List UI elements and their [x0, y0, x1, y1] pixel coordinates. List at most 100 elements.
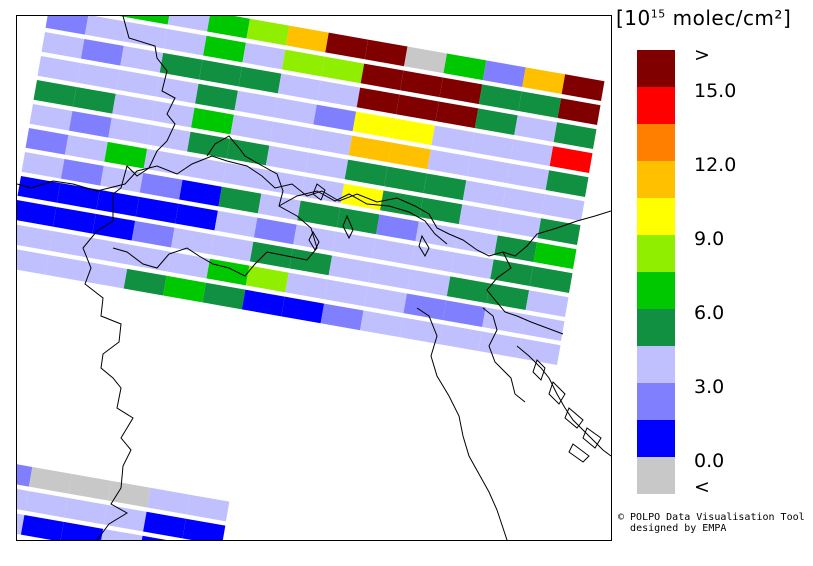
swath-layer [17, 16, 605, 365]
swath-pixel [466, 156, 510, 184]
swath-pixel [478, 331, 522, 358]
swath-pixel [376, 214, 419, 242]
legend-swatch [637, 457, 675, 494]
swath-pixel [68, 110, 112, 138]
swath-pixel [309, 128, 353, 156]
swath-pixel [549, 146, 593, 173]
swath-pixel [510, 139, 554, 166]
swath-pixel [297, 200, 341, 228]
legend-tick-label: 6.0 [694, 302, 725, 324]
swath-pixel [112, 93, 156, 121]
swath-pixel [17, 484, 29, 511]
legend-swatch [637, 198, 675, 235]
coastline-borders [17, 16, 611, 540]
lake-2 [342, 214, 354, 240]
swath-pixel [360, 63, 404, 91]
swath-pixel [285, 272, 329, 300]
swath-pixel [60, 158, 104, 186]
swath-pixel [104, 141, 148, 169]
swath-pixel [167, 16, 211, 32]
swath-pixel [281, 296, 325, 324]
swath-pixel [207, 16, 250, 39]
swath-pixel [277, 73, 321, 101]
swath-pixel [332, 231, 376, 259]
swath-pixel [328, 255, 372, 283]
swath-pixel [396, 94, 439, 122]
island-5 [568, 443, 590, 463]
swath-pixel [242, 42, 286, 70]
swath-pixel [289, 248, 333, 276]
legend-swatch [637, 124, 675, 161]
swath-pixel [64, 497, 108, 525]
swath-pixel [249, 241, 293, 269]
legend-swatch [637, 383, 675, 420]
swath-pixel [135, 196, 179, 224]
swath-pixel [321, 56, 365, 84]
credit-text: © POLPO Data Visualisation Tool designed… [618, 512, 805, 534]
swath-pixel [435, 101, 479, 129]
lake-3 [418, 234, 430, 258]
swath-pixel [518, 91, 562, 118]
swath-pixel [356, 87, 400, 115]
swath-pixel [147, 487, 190, 515]
swath-pixel [37, 56, 81, 83]
swath-pixel [99, 528, 143, 540]
swath-pixel [474, 108, 518, 136]
swath-pixel [155, 76, 199, 104]
swath-pixel [17, 200, 57, 227]
swath-row [37, 56, 593, 173]
map-panel [16, 15, 612, 541]
legend-swatch [637, 346, 675, 383]
swath-row [21, 152, 577, 269]
swath-row [17, 247, 561, 365]
swath-pixel [305, 152, 349, 180]
swath-pixel [171, 227, 214, 255]
swath-row [33, 80, 589, 197]
legend-units: molec/cm² [672, 6, 783, 30]
swath-pixel [143, 511, 186, 539]
swath-pixel [179, 179, 222, 207]
switzerland-border [112, 135, 318, 277]
swath-pixel [336, 207, 380, 235]
map-canvas [17, 16, 611, 540]
swath-pixel [478, 84, 522, 112]
swath-pixel [163, 275, 206, 303]
swath-pixel [458, 204, 502, 232]
swath-pixel [120, 45, 164, 73]
swath-pixel [482, 60, 526, 88]
swath-pixel [462, 180, 506, 208]
swath-pixel [246, 18, 290, 46]
legend-exponent: 15 [650, 7, 666, 21]
swath-pixel [352, 111, 396, 139]
swath-pixel [372, 238, 415, 266]
swath-pixel [222, 162, 266, 190]
swath-pixel [415, 221, 459, 249]
legend-tick-label: 0.0 [694, 450, 725, 472]
swath-pixel [48, 230, 92, 258]
legend-swatch [637, 50, 675, 87]
swath-pixel [183, 155, 226, 183]
island-2 [548, 381, 566, 405]
swath-pixel [400, 70, 443, 98]
swath-row [29, 104, 585, 221]
swath-pixel [253, 217, 297, 245]
swath-pixel [261, 169, 305, 197]
swath-row [17, 508, 182, 540]
legend-colorbar [637, 50, 675, 495]
swath-pixel [108, 117, 152, 145]
swath-pixel [392, 118, 435, 146]
swath-pixel [364, 286, 407, 314]
swath-pixel [317, 80, 361, 108]
istria-coast [482, 307, 526, 403]
island-1 [532, 359, 546, 381]
swath-pixel [226, 138, 270, 166]
swath-pixel [399, 317, 443, 345]
swath-pixel [17, 247, 49, 275]
swath-pixel [206, 258, 250, 286]
swath-pixel [131, 220, 175, 248]
legend-tick-label: < [694, 476, 710, 498]
swath-pixel [25, 128, 69, 155]
swath-pixel [199, 59, 242, 87]
swath-pixel [439, 77, 483, 105]
swath-pixel [557, 98, 601, 125]
